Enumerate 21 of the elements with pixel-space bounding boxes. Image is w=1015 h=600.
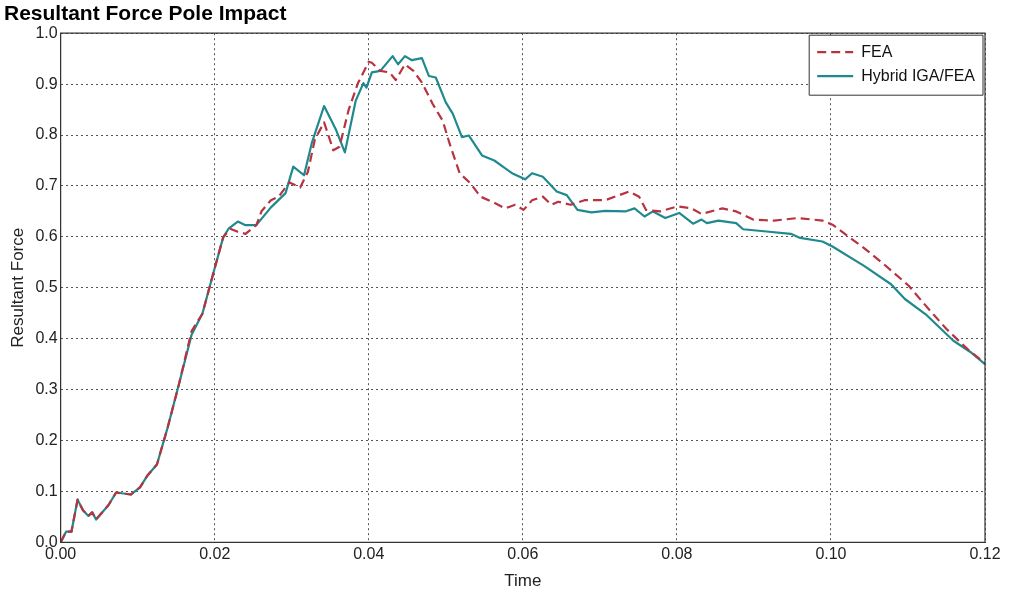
y-tick-label: 0.6 (35, 227, 58, 245)
y-tick-label: 0.3 (35, 380, 58, 398)
y-tick-label: 0.9 (35, 74, 58, 92)
x-tick-label: 0.08 (661, 545, 693, 563)
y-tick-label: 0.8 (35, 125, 58, 143)
y-tick-label: 1.0 (35, 23, 58, 41)
x-tick-label: 0.02 (199, 545, 231, 563)
y-axis-title: Resultant Force (7, 227, 27, 348)
legend-label: FEA (861, 42, 893, 60)
y-tick-label: 0.1 (35, 481, 58, 499)
y-tick-label: 0.7 (35, 176, 58, 194)
y-tick-label: 0.5 (35, 278, 58, 296)
x-axis-title: Time (504, 571, 542, 591)
legend-label: Hybrid IGA/FEA (861, 66, 976, 84)
chart-title: Resultant Force Pole Impact (4, 1, 287, 25)
y-tick-label: 0.4 (35, 329, 58, 347)
x-tick-label: 0.04 (353, 545, 385, 563)
x-tick-label: 0.12 (969, 545, 1001, 563)
x-tick-label: 0.06 (507, 545, 539, 563)
x-tick-label: 0.10 (815, 545, 847, 563)
y-tick-label: 0.2 (35, 430, 58, 448)
